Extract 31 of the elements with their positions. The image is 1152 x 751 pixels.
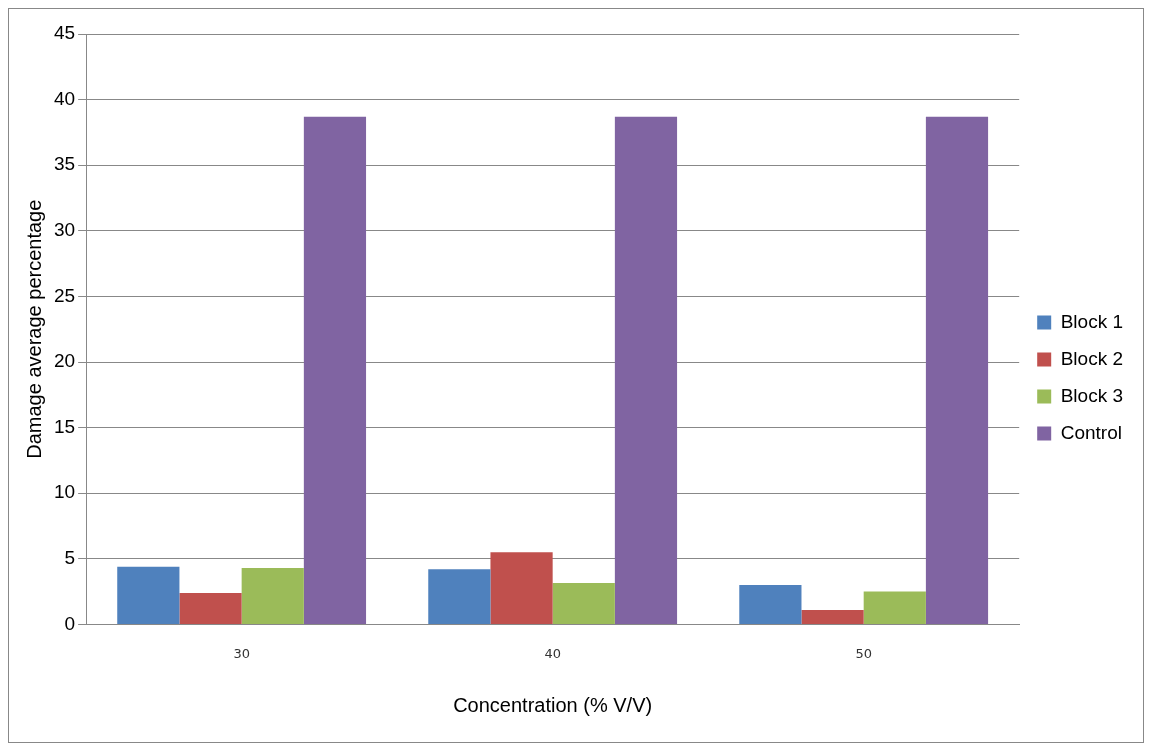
bar <box>303 116 367 624</box>
y-tick-label: 25 <box>53 284 76 306</box>
bar <box>863 591 926 624</box>
x-axis-title: Concentration (% V/V) <box>453 693 653 716</box>
y-tick-label: 5 <box>64 547 76 569</box>
y-tick-label: 10 <box>53 481 76 503</box>
bar <box>739 585 802 624</box>
bar <box>490 552 553 624</box>
bar <box>117 566 180 624</box>
y-tick-label: 40 <box>53 87 76 109</box>
y-tick-label: 20 <box>53 350 76 372</box>
bar <box>552 583 615 624</box>
x-tick-label: 40 <box>544 645 561 661</box>
y-tick-label: 35 <box>53 153 76 175</box>
bar <box>925 116 989 624</box>
y-axis-title: Damage average percentage <box>22 199 45 459</box>
y-tick-label: 15 <box>53 415 76 437</box>
legend-label: Block 1 <box>1060 310 1124 332</box>
x-tick-label: 30 <box>233 645 250 661</box>
bar <box>241 567 304 624</box>
bar <box>179 592 242 624</box>
x-tick-label: 50 <box>855 645 872 661</box>
y-tick-label: 0 <box>64 612 76 634</box>
legend-label: Block 2 <box>1060 347 1124 369</box>
legend-label: Control <box>1060 421 1122 443</box>
bar <box>428 569 491 624</box>
y-tick-label: 45 <box>53 22 76 44</box>
bar <box>801 609 864 624</box>
bar <box>614 116 678 624</box>
y-tick-label: 30 <box>53 219 76 241</box>
legend-label: Block 3 <box>1060 384 1124 406</box>
